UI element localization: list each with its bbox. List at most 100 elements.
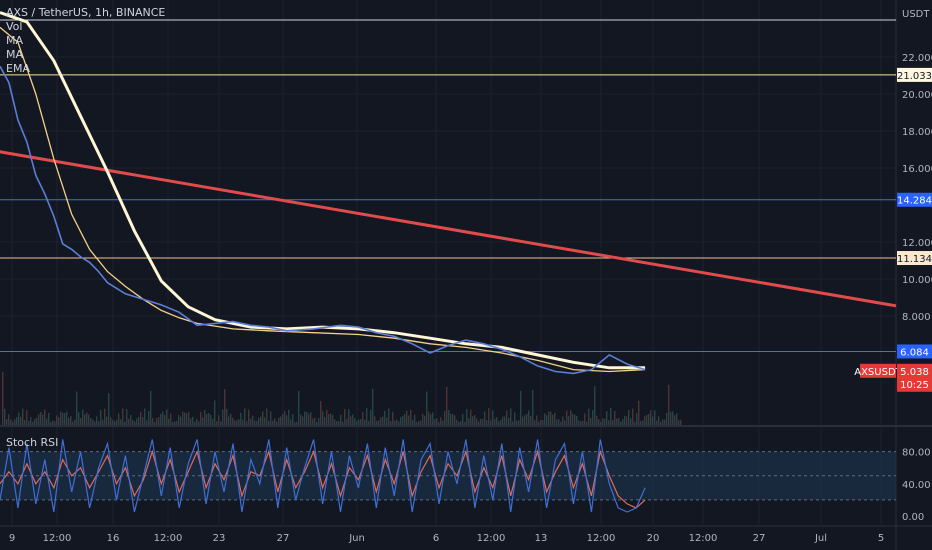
volume-bar-330 xyxy=(662,419,664,425)
volume-bar-204 xyxy=(410,409,412,425)
volume-bar-124 xyxy=(250,418,252,425)
volume-bar-22 xyxy=(46,418,48,425)
indicator-ma-2[interactable]: MA xyxy=(6,48,24,61)
volume-bar-14 xyxy=(30,417,32,425)
volume-bar-123 xyxy=(248,409,250,425)
volume-bar-63 xyxy=(128,418,130,425)
volume-bar-229 xyxy=(460,420,462,425)
volume-bar-291 xyxy=(584,413,586,425)
volume-bar-289 xyxy=(580,421,582,425)
volume-bar-37 xyxy=(76,391,78,425)
volume-bar-272 xyxy=(546,415,548,425)
volume-bar-226 xyxy=(454,415,456,425)
symbol-badge xyxy=(860,363,896,378)
price-tick-label-1: 20.000 xyxy=(902,90,932,101)
volume-bar-302 xyxy=(606,411,608,425)
volume-bar-102 xyxy=(206,414,208,425)
volume-bar-61 xyxy=(124,421,126,425)
volume-bar-28 xyxy=(58,417,60,425)
level-badge-2 xyxy=(897,251,932,266)
price-axis[interactable]: USDT 22.000 20.000 18.000 16.000 12.000 10.000… xyxy=(902,9,932,523)
trendline-segment[interactable] xyxy=(0,0,897,308)
volume-bar-328 xyxy=(658,416,660,425)
volume-bar-275 xyxy=(552,414,554,425)
volume-bar-21 xyxy=(44,409,46,425)
symbol-title[interactable]: AXS / TetherUS, 1h, BINANCE xyxy=(6,6,166,19)
volume-bar-270 xyxy=(542,420,544,425)
volume-bar-30 xyxy=(62,412,64,425)
volume-bar-71 xyxy=(144,408,146,425)
volume-bar-64 xyxy=(130,414,132,425)
time-tick-label-13: 27 xyxy=(753,533,766,544)
horizontal-levels[interactable] xyxy=(0,19,896,352)
volume-bar-24 xyxy=(50,421,52,425)
volume-bar-57 xyxy=(116,419,118,425)
volume-bar-333 xyxy=(668,384,670,425)
volume-bar-266 xyxy=(534,420,536,425)
volume-bar-298 xyxy=(598,419,600,425)
volume-bar-147 xyxy=(296,421,298,425)
indicator-ma-1[interactable]: MA xyxy=(6,34,24,47)
volume-bar-11 xyxy=(24,419,26,425)
volume-bar-100 xyxy=(202,417,204,425)
volume-bar-225 xyxy=(452,414,454,425)
volume-bar-52 xyxy=(106,416,108,425)
volume-bar-199 xyxy=(400,417,402,425)
volume-bar-169 xyxy=(340,414,342,425)
volume-bar-213 xyxy=(428,411,430,425)
time-tick-label-1: 12:00 xyxy=(43,533,72,544)
volume-bar-307 xyxy=(616,418,618,425)
volume-bar-75 xyxy=(152,417,154,425)
volume-bar-194 xyxy=(390,421,392,425)
volume-bar-329 xyxy=(660,421,662,425)
volume-bar-60 xyxy=(122,408,124,425)
volume-bar-65 xyxy=(132,420,134,425)
volume-bar-184 xyxy=(370,409,372,425)
volume-bar-135 xyxy=(272,420,274,425)
volume-bar-96 xyxy=(194,421,196,425)
volume-bar-133 xyxy=(268,420,270,425)
time-tick-label-12: 12:00 xyxy=(689,533,718,544)
price-tick-label-4: 12.000 xyxy=(902,238,932,249)
volume-bar-186 xyxy=(374,416,376,425)
volume-bar-231 xyxy=(464,421,466,425)
stoch-rsi-title[interactable]: Stoch RSI xyxy=(6,436,59,449)
indicator-ema[interactable]: EMA xyxy=(6,62,30,75)
volume-bar-200 xyxy=(402,415,404,425)
volume-bar-3 xyxy=(8,414,10,425)
time-tick-label-2: 16 xyxy=(107,533,120,544)
volume-bar-87 xyxy=(176,421,178,425)
volume-bar-137 xyxy=(276,421,278,425)
volume-bar-332 xyxy=(666,412,668,425)
stoch-d-line xyxy=(0,449,646,509)
volume-bar-107 xyxy=(216,421,218,425)
volume-bar-153 xyxy=(308,413,310,425)
volume-bar-209 xyxy=(420,420,422,425)
volume-bar-263 xyxy=(528,410,530,425)
volume-bar-157 xyxy=(316,421,318,425)
volume-bar-222 xyxy=(446,386,448,425)
volume-bar-40 xyxy=(82,409,84,425)
volume-bar-121 xyxy=(244,408,246,425)
time-axis[interactable]: 9 12:00 16 12:00 23 27 Jun 6 12:00 13 12:00 20 12:00… xyxy=(9,533,884,544)
stoch-rsi-pane xyxy=(0,439,896,513)
trendline[interactable] xyxy=(0,0,897,308)
volume-bar-166 xyxy=(334,419,336,425)
volume-bar-278 xyxy=(558,419,560,425)
indicator-vol[interactable]: Vol xyxy=(6,20,23,33)
volume-bar-1 xyxy=(4,408,6,425)
chart-legend[interactable]: AXS / TetherUS, 1h, BINANCE Vol MA MA EM… xyxy=(6,6,165,76)
volume-bar-211 xyxy=(424,415,426,425)
stoch-rsi-legend[interactable]: Stoch RSI xyxy=(6,436,58,450)
volume-bar-7 xyxy=(16,417,18,425)
volume-bar-279 xyxy=(560,421,562,425)
volume-bar-315 xyxy=(632,408,634,425)
volume-bar-241 xyxy=(484,411,486,425)
volume-bar-151 xyxy=(304,411,306,425)
countdown-text: 10:25 xyxy=(900,380,929,391)
volume-bar-219 xyxy=(440,417,442,425)
volume-bar-128 xyxy=(258,417,260,425)
volume-bar-136 xyxy=(274,418,276,425)
